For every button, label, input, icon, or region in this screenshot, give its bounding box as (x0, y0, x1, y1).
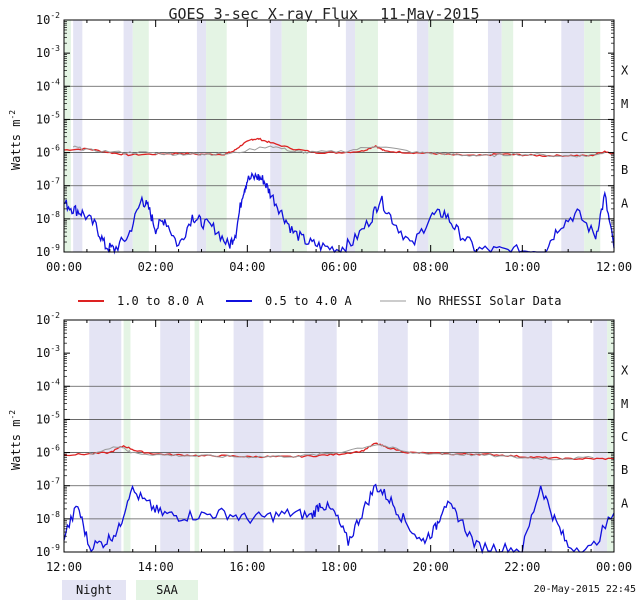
ylabel-exp: -2 (8, 110, 17, 120)
night-band (593, 320, 608, 552)
panel-1-plot: 00:00 02:00 04:00 06:00 08:00 10:00 12:00 10-9 1… (36, 11, 632, 274)
series-long-line (63, 442, 615, 461)
saa-band (607, 320, 614, 552)
flare-class-label: B (621, 463, 628, 477)
flare-class-label: A (621, 496, 629, 510)
x-tick-label: 16:00 (229, 560, 265, 574)
legend-night-label: Night (76, 583, 112, 597)
y-tick-label: 10-3 (36, 344, 60, 360)
x-tick-label: 08:00 (413, 260, 449, 274)
saa-band (206, 20, 227, 252)
title-date: 11-May-2015 (380, 5, 479, 23)
y-tick-label: 10-6 (36, 444, 60, 460)
legend-label-gray: No RHESSI Solar Data (417, 294, 562, 308)
y-tick-label: 10-9 (36, 543, 60, 559)
flare-class-label: C (621, 130, 628, 144)
flare-class-label: X (621, 364, 629, 378)
ylabel-text: Watts m (9, 420, 23, 471)
x-tick-label: 04:00 (229, 260, 265, 274)
series-short-line (63, 483, 615, 555)
night-band (449, 320, 479, 552)
generation-timestamp: 20-May-2015 22:45 (534, 584, 636, 595)
night-band (522, 320, 553, 552)
ylabel-bottom: Watts m-2 (8, 410, 23, 470)
x-tick-label: 00:00 (46, 260, 82, 274)
y-tick-label: 10-2 (36, 11, 60, 27)
y-tick-label: 10-6 (36, 144, 60, 160)
y-tick-label: 10-2 (36, 311, 60, 327)
y-tick-label: 10-8 (36, 510, 60, 526)
ylabel-exp: -2 (8, 410, 17, 420)
x-tick-label: 22:00 (504, 560, 540, 574)
y-tick-label: 10-3 (36, 44, 60, 60)
saa-band (194, 320, 200, 552)
legend-label-long: 1.0 to 8.0 A (117, 294, 204, 308)
ylabel-text: Watts m (9, 120, 23, 171)
y-tick-label: 10-4 (36, 77, 60, 93)
y-tick-label: 10-7 (36, 177, 60, 193)
legend-label-short: 0.5 to 4.0 A (265, 294, 352, 308)
ylabel-top: Watts m-2 (8, 110, 23, 170)
flare-class-label: C (621, 430, 628, 444)
y-tick-label: 10-5 (36, 110, 60, 126)
flare-class-label: A (621, 196, 629, 210)
night-band (487, 20, 502, 252)
chart-title: GOES 3-sec X-ray Flux 11-May-2015 (169, 5, 480, 23)
flare-class-label: B (621, 163, 628, 177)
legend-saa-swatch (136, 580, 198, 600)
title-text: GOES 3-sec X-ray Flux (169, 5, 359, 23)
night-band (123, 20, 133, 252)
x-tick-label: 18:00 (321, 560, 357, 574)
y-tick-label: 10-5 (36, 410, 60, 426)
y-tick-label: 10-7 (36, 477, 60, 493)
night-band (233, 320, 264, 552)
legend-saa-label: SAA (156, 583, 178, 597)
night-band (270, 20, 282, 252)
x-tick-label: 00:00 (596, 560, 632, 574)
night-band (196, 20, 207, 252)
saa-band (64, 20, 71, 252)
night-band (73, 20, 83, 252)
night-band (345, 20, 356, 252)
flare-class-label: X (621, 64, 629, 78)
panel-2-plot: 12:00 14:00 16:00 18:00 20:00 22:00 00:00 10-9 1… (36, 311, 632, 574)
x-tick-label: 06:00 (321, 260, 357, 274)
x-tick-label: 20:00 (413, 560, 449, 574)
night-band (561, 20, 585, 252)
y-tick-label: 10-4 (36, 377, 60, 393)
y-tick-label: 10-8 (36, 210, 60, 226)
saa-band (355, 20, 378, 252)
saa-band (501, 20, 514, 252)
night-band (416, 20, 429, 252)
night-band (160, 320, 191, 552)
series-gray-line (72, 145, 605, 158)
saa-band (584, 20, 601, 252)
night-band (304, 320, 337, 552)
saa-band (132, 20, 149, 252)
saa-band (123, 320, 131, 552)
flare-class-label: M (621, 397, 628, 411)
x-tick-label: 12:00 (46, 560, 82, 574)
saa-band (281, 20, 307, 252)
series-gray-line (89, 443, 594, 461)
y-tick-label: 10-9 (36, 243, 60, 259)
legend-night-swatch (62, 580, 126, 600)
series-short-line (63, 171, 615, 255)
x-tick-label: 02:00 (138, 260, 174, 274)
series-legend: 1.0 to 8.0 A 0.5 to 4.0 A No RHESSI Sola… (78, 294, 562, 308)
night-band (89, 320, 122, 552)
flare-class-label: M (621, 97, 628, 111)
x-tick-label: 14:00 (138, 560, 174, 574)
x-tick-label: 12:00 (596, 260, 632, 274)
shading-legend: Night SAA (62, 580, 198, 600)
night-band (377, 320, 408, 552)
x-tick-label: 10:00 (504, 260, 540, 274)
